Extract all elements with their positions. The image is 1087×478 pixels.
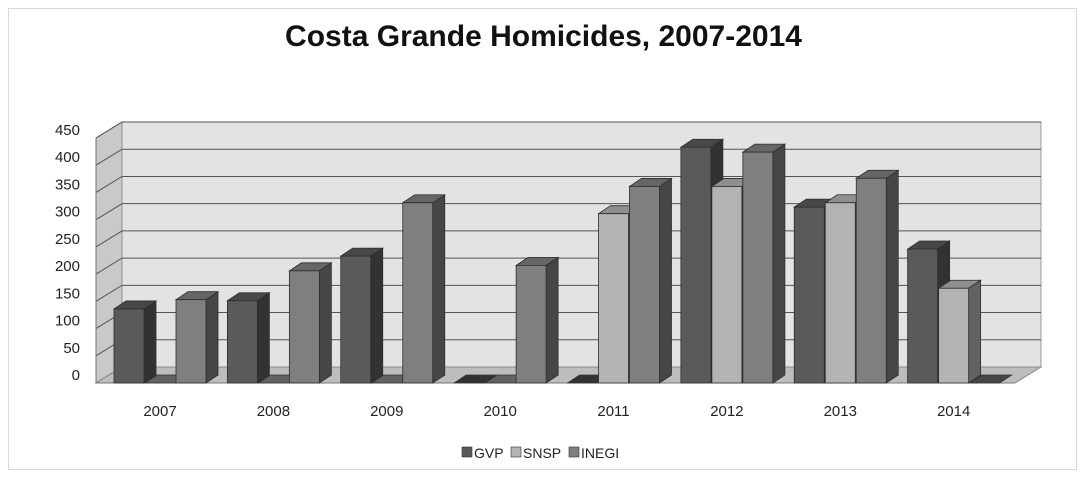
bar-gvp-2014 <box>907 248 939 384</box>
bar-inegi-2012 <box>742 151 774 384</box>
bar-gvp-2009 <box>340 255 372 384</box>
gridline <box>95 121 1041 139</box>
gridline <box>95 148 1041 166</box>
y-tick-label: 450 <box>55 122 80 139</box>
x-tick-label: 2007 <box>143 403 176 420</box>
bar-inegi-2009 <box>402 202 434 384</box>
y-tick-label: 250 <box>55 231 80 248</box>
bar-snsp-2011 <box>598 213 629 384</box>
chart-title: Costa Grande Homicides, 2007-2014 <box>285 20 802 53</box>
bar-inegi-2011 <box>629 186 660 384</box>
x-tick-label: 2011 <box>597 403 629 420</box>
bar-gvp-2008 <box>226 300 258 384</box>
bar-side-gvp-2008 <box>256 292 270 384</box>
bar-side-inegi-2012 <box>772 143 786 384</box>
bar-side-inegi-2010 <box>545 256 559 384</box>
y-tick-label: 200 <box>55 258 80 275</box>
legend-label-snsp: SNSP <box>523 445 561 461</box>
bar-inegi-2014 <box>968 374 1013 384</box>
bar-inegi-2007 <box>175 299 207 384</box>
legend-swatch-snsp <box>510 446 522 458</box>
bar-side-gvp-2009 <box>370 247 384 384</box>
bar-gvp-2012 <box>680 146 712 384</box>
bar-gvp-2013 <box>793 206 825 384</box>
x-tick-label: 2009 <box>370 403 403 420</box>
y-tick-label: 400 <box>55 149 80 166</box>
y-tick-label: 50 <box>63 340 80 357</box>
bar-side-inegi-2008 <box>318 262 332 384</box>
y-tick-label: 150 <box>55 285 80 302</box>
gridline <box>95 175 1041 193</box>
bar-inegi-2010 <box>515 264 547 384</box>
x-tick-label: 2013 <box>824 403 857 420</box>
bar-side-inegi-2009 <box>432 194 446 384</box>
bar-snsp-2013 <box>824 202 856 384</box>
y-tick-label: 300 <box>55 204 80 221</box>
legend-swatch-inegi <box>568 446 580 458</box>
y-tick-label: 100 <box>55 313 80 330</box>
y-tick-label: 350 <box>55 176 80 193</box>
x-tick-label: 2012 <box>710 403 743 420</box>
bar-inegi-2008 <box>288 270 320 384</box>
bar-gvp-2010 <box>452 374 498 384</box>
bar-gvp-2007 <box>113 308 145 384</box>
x-tick-label: 2010 <box>483 403 516 420</box>
legend-label-gvp: GVP <box>474 445 504 461</box>
bar-side-inegi-2011 <box>659 177 672 384</box>
bar-side-inegi-2007 <box>205 290 219 384</box>
bar-side-inegi-2013 <box>885 169 899 384</box>
bar-side-snsp-2014 <box>968 279 982 384</box>
y-tick-label: 0 <box>72 367 80 384</box>
legend-swatch-gvp <box>461 446 473 458</box>
bar-side-gvp-2007 <box>143 300 157 384</box>
bar-snsp-2012 <box>711 186 743 384</box>
bar-snsp-2014 <box>938 287 970 384</box>
x-tick-label: 2014 <box>937 403 970 420</box>
bar-inegi-2013 <box>855 177 887 384</box>
x-tick-label: 2008 <box>257 403 290 420</box>
legend-label-inegi: INEGI <box>581 445 619 461</box>
